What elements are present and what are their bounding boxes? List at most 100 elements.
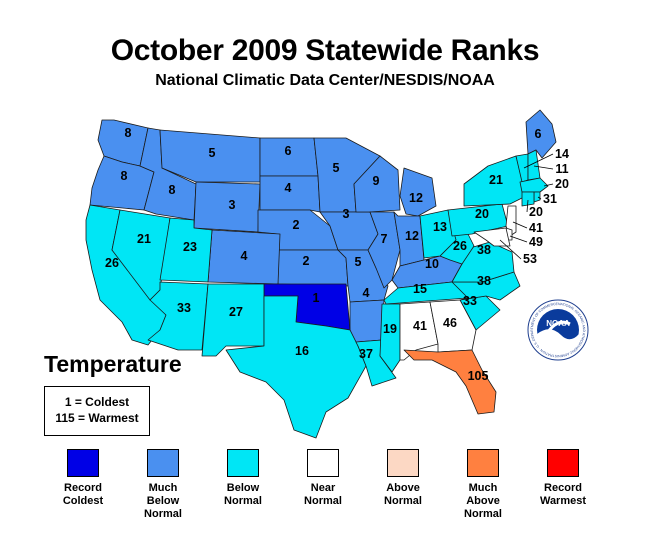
leader-line-maryland: [499, 239, 522, 260]
noaa-logo-text: NOAA: [546, 319, 570, 328]
rank-label-kansas: 2: [303, 254, 310, 268]
legend-item-record-coldest: Record Coldest: [43, 449, 123, 508]
leader-line-vermont: [523, 153, 554, 169]
rank-label-georgia: 46: [443, 316, 457, 330]
rank-label-vermont: 14: [555, 147, 569, 161]
rank-label-kentucky: 10: [425, 257, 439, 271]
rank-label-north-dakota: 6: [285, 144, 292, 158]
legend-swatch: [67, 449, 99, 477]
leader-line-connecticut: [526, 199, 529, 213]
legend-item-above-normal: Above Normal: [363, 449, 443, 508]
rank-label-idaho: 8: [169, 183, 176, 197]
rank-label-florida: 105: [468, 369, 489, 383]
map-subtitle: National Climatic Data Center/NESDIS/NOA…: [155, 72, 495, 89]
map-title: October 2009 Statewide Ranks: [110, 34, 540, 67]
state-new-mexico: [201, 283, 265, 357]
rank-label-new-hampshire: 11: [555, 162, 568, 176]
legend-swatch: [387, 449, 419, 477]
rank-label-maine: 6: [535, 127, 542, 141]
rank-label-ohio: 13: [433, 220, 447, 234]
rank-label-nevada: 21: [137, 232, 151, 246]
rank-label-arkansas: 4: [363, 286, 370, 300]
rank-label-pennsylvania: 20: [475, 207, 489, 221]
rank-label-oregon: 8: [121, 169, 128, 183]
legend-label: Much Above Normal: [464, 482, 502, 520]
rank-key-coldest: 1 = Coldest: [64, 395, 130, 409]
rank-label-massachusetts: 20: [555, 177, 569, 191]
leader-line-new-hampshire: [533, 165, 554, 170]
rank-label-iowa: 3: [343, 207, 350, 221]
map-variable-label: Temperature: [44, 351, 182, 377]
rank-label-new-york: 21: [489, 173, 503, 187]
rank-label-utah: 23: [183, 240, 197, 254]
rank-label-texas: 16: [295, 344, 309, 358]
legend-swatch: [467, 449, 499, 477]
state-massachusetts: [519, 177, 549, 193]
legend-item-below-normal: Below Normal: [203, 449, 283, 508]
legend-item-much-below-normal: Much Below Normal: [123, 449, 203, 521]
rank-label-louisiana: 37: [359, 347, 373, 361]
rank-key-box: 1 = Coldest 115 = Warmest: [44, 386, 150, 436]
state-ohio: [419, 209, 457, 259]
rank-label-missouri: 5: [355, 255, 362, 269]
rank-label-washington: 8: [125, 126, 132, 140]
legend-label: Above Normal: [384, 482, 422, 507]
legend-swatch: [547, 449, 579, 477]
state-florida: [403, 349, 497, 415]
rank-label-maryland: 53: [523, 252, 537, 266]
leader-line-delaware: [509, 235, 528, 243]
legend-item-much-above-normal: Much Above Normal: [443, 449, 523, 521]
legend-item-near-normal: Near Normal: [283, 449, 363, 508]
leader-line-massachusetts: [543, 183, 554, 187]
rank-label-oklahoma: 1: [313, 291, 320, 305]
rank-label-south-carolina: 33: [463, 294, 477, 308]
leader-line-rhode-island: [537, 196, 542, 200]
rank-label-indiana: 12: [405, 229, 419, 243]
state-montana: [159, 129, 261, 183]
rank-label-north-carolina: 38: [477, 274, 491, 288]
rank-label-michigan: 12: [409, 191, 423, 205]
rank-label-south-dakota: 4: [285, 181, 292, 195]
rank-label-colorado: 4: [241, 249, 248, 263]
state-rhode-island: [533, 191, 541, 203]
legend-label: Much Below Normal: [144, 482, 182, 520]
rank-label-minnesota: 5: [333, 161, 340, 175]
rank-key-warmest: 115 = Warmest: [55, 411, 139, 425]
rank-label-rhode-island: 31: [543, 192, 557, 206]
state-utah: [159, 217, 213, 283]
legend-label: Near Normal: [304, 482, 342, 507]
state-maryland: [473, 227, 511, 247]
legend-label: Record Warmest: [539, 482, 587, 507]
rank-label-montana: 5: [209, 146, 216, 160]
legend-item-record-warmest: Record Warmest: [523, 449, 603, 508]
state-arkansas: [349, 299, 385, 343]
state-wisconsin: [353, 155, 401, 213]
legend-label: Record Coldest: [62, 482, 104, 507]
rank-label-arizona: 33: [177, 301, 191, 315]
rank-label-alabama: 41: [413, 319, 427, 333]
rank-label-tennessee: 15: [413, 282, 427, 296]
state-connecticut: [521, 191, 535, 207]
rank-label-delaware: 49: [529, 235, 543, 249]
noaa-logo: NOAA NATIONAL OCEANIC AND ATMOSPHERIC AD…: [527, 299, 589, 361]
state-kansas: [277, 249, 349, 287]
state-wyoming: [193, 181, 261, 233]
state-texas: [225, 295, 367, 439]
legend-swatch: [147, 449, 179, 477]
rank-label-wisconsin: 9: [373, 174, 380, 188]
rank-label-wyoming: 3: [229, 198, 236, 212]
rank-label-illinois: 7: [381, 232, 388, 246]
rank-label-new-mexico: 27: [229, 305, 243, 319]
legend-swatch: [307, 449, 339, 477]
state-south-dakota: [259, 175, 321, 213]
rank-label-west-virginia: 26: [453, 239, 467, 253]
legend-swatch: [227, 449, 259, 477]
leader-line-new-jersey: [512, 221, 528, 229]
rank-label-connecticut: 20: [529, 205, 543, 219]
rank-label-nebraska: 2: [293, 218, 300, 232]
rank-label-new-jersey: 41: [529, 221, 543, 235]
legend-label: Below Normal: [224, 482, 262, 507]
rank-label-mississippi: 19: [383, 322, 397, 336]
rank-label-virginia: 38: [477, 243, 491, 257]
